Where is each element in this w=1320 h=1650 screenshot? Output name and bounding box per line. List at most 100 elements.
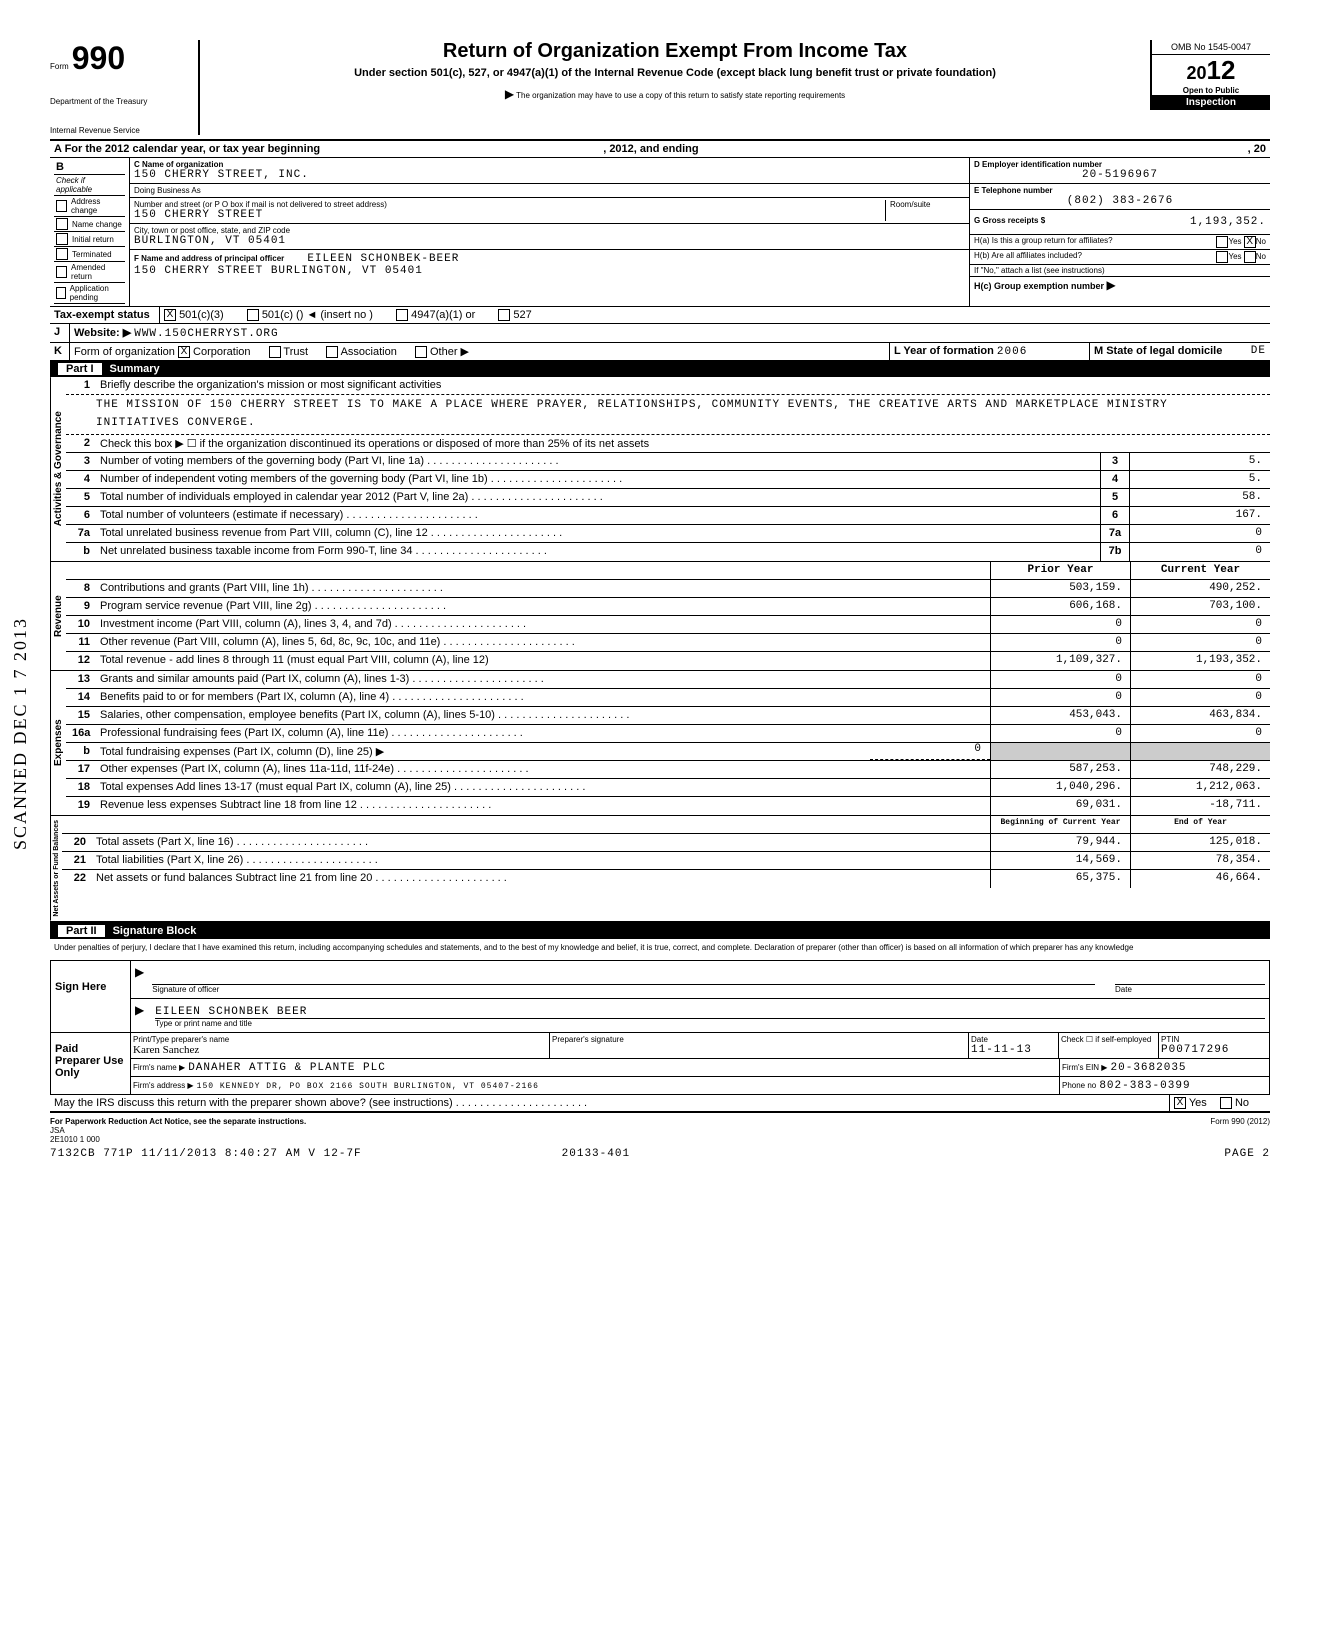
line7a-value: 0: [1130, 525, 1270, 542]
scanned-stamp: SCANNED DEC 1 7 2013: [10, 617, 31, 850]
gross-receipts-value: 1,193,352.: [1190, 216, 1266, 228]
tax-year: 20201212: [1152, 55, 1270, 86]
expenses-label: Expenses: [50, 671, 66, 815]
sign-here-label: Sign Here: [51, 961, 131, 1032]
line-a: A For the 2012 calendar year, or tax yea…: [50, 141, 1270, 157]
subtitle: Under section 501(c), 527, or 4947(a)(1)…: [220, 67, 1130, 79]
l20-current: 125,018.: [1130, 834, 1270, 851]
l16b-value: 0: [870, 743, 990, 760]
line7b-value: 0: [1130, 543, 1270, 561]
name-change-checkbox[interactable]: [56, 218, 68, 230]
officer-name: EILEEN SCHONBEK-BEER: [307, 253, 459, 265]
hb-label: H(b) Are all affiliates included?: [974, 251, 1082, 263]
l14-current: 0: [1130, 689, 1270, 706]
initial-return-checkbox[interactable]: [56, 233, 68, 245]
gross-receipts-label: G Gross receipts $: [974, 216, 1045, 228]
ein-value: 20-5196967: [974, 169, 1266, 181]
l14-prior: 0: [990, 689, 1130, 706]
jsa: JSA: [50, 1126, 1270, 1135]
ha-label: H(a) Is this a group return for affiliat…: [974, 236, 1113, 248]
discuss-yes-checkbox[interactable]: X: [1174, 1097, 1186, 1109]
terminated-checkbox[interactable]: [56, 248, 68, 260]
l9-prior: 606,168.: [990, 598, 1130, 615]
footer-stamp: 7132CB 771P 11/11/2013 8:40:27 AM V 12-7…: [50, 1148, 362, 1160]
jsa-code: 2E1010 1 000: [50, 1135, 1270, 1144]
page-num: PAGE 2: [1224, 1148, 1270, 1160]
eoy-header: End of Year: [1130, 816, 1270, 833]
l19-current: -18,711.: [1130, 797, 1270, 815]
netassets-label: Net Assets or Fund Balances: [50, 816, 62, 921]
l18-prior: 1,040,296.: [990, 779, 1130, 796]
l21-current: 78,354.: [1130, 852, 1270, 869]
pra-notice: For Paperwork Reduction Act Notice, see …: [50, 1117, 306, 1126]
current-year-header: Current Year: [1130, 562, 1270, 579]
org-name-label: C Name of organization: [134, 160, 965, 169]
l22-prior: 65,375.: [990, 870, 1130, 888]
form-number: 990: [72, 40, 125, 76]
l16a-prior: 0: [990, 725, 1130, 742]
l12-prior: 1,109,327.: [990, 652, 1130, 670]
ein-label: D Employer identification number: [974, 160, 1266, 169]
addr-change-checkbox[interactable]: [56, 200, 67, 212]
phone-value: (802) 383-2676: [974, 195, 1266, 207]
year-formation: 2006: [997, 346, 1027, 358]
website-value: WWW.150CHERRYST.ORG: [134, 328, 278, 340]
l10-current: 0: [1130, 616, 1270, 633]
line4-value: 5.: [1130, 471, 1270, 488]
l15-current: 463,834.: [1130, 707, 1270, 724]
corp-checkbox[interactable]: X: [178, 346, 190, 358]
officer-label: F Name and address of principal officer: [134, 254, 284, 263]
inspection: Inspection: [1152, 95, 1270, 110]
l11-current: 0: [1130, 634, 1270, 651]
revenue-label: Revenue: [50, 562, 66, 670]
main-title: Return of Organization Exempt From Incom…: [220, 40, 1130, 63]
governance-label: Activities & Governance: [50, 377, 66, 561]
sig-officer-label: Signature of officer: [152, 985, 1095, 994]
l17-current: 748,229.: [1130, 761, 1270, 778]
app-pending-checkbox[interactable]: [56, 287, 66, 299]
l22-current: 46,664.: [1130, 870, 1270, 888]
copy-note: The organization may have to use a copy …: [516, 91, 845, 100]
firm-name: DANAHER ATTIG & PLANTE PLC: [188, 1062, 386, 1074]
l13-current: 0: [1130, 671, 1270, 688]
part1-header: Part ISummary: [50, 361, 1270, 377]
room-label: Room/suite: [885, 200, 965, 221]
l13-prior: 0: [990, 671, 1130, 688]
sig-date-label: Date: [1115, 985, 1265, 994]
line5-value: 58.: [1130, 489, 1270, 506]
mission-text: THE MISSION OF 150 CHERRY STREET IS TO M…: [66, 395, 1270, 435]
perjury-text: Under penalties of perjury, I declare th…: [50, 939, 1270, 956]
paid-preparer-label: Paid Preparer Use Only: [51, 1033, 131, 1094]
l21-prior: 14,569.: [990, 852, 1130, 869]
street-address: 150 CHERRY STREET: [134, 209, 885, 221]
ptin-value: P00717296: [1161, 1044, 1267, 1056]
dept-treasury: Department of the Treasury: [50, 97, 178, 106]
form-ref: Form 990 (2012): [1210, 1117, 1270, 1126]
phone-label: E Telephone number: [974, 186, 1266, 195]
city-label: City, town or post office, state, and ZI…: [134, 226, 965, 235]
ha-no-checkbox[interactable]: X: [1244, 236, 1256, 248]
firm-ein: 20-3682035: [1111, 1062, 1187, 1074]
street-label: Number and street (or P O box if mail is…: [134, 200, 885, 209]
amended-checkbox[interactable]: [56, 266, 67, 278]
boy-header: Beginning of Current Year: [990, 816, 1130, 833]
part2-header: Part IISignature Block: [50, 923, 1270, 939]
signer-name: EILEEN SCHONBEK BEER: [155, 1006, 307, 1018]
l19-prior: 69,031.: [990, 797, 1130, 815]
l15-prior: 453,043.: [990, 707, 1130, 724]
form-header: Form 990 Department of the Treasury Inte…: [50, 40, 1270, 141]
501c3-checkbox[interactable]: X: [164, 309, 176, 321]
omb-number: OMB No 1545-0047: [1152, 40, 1270, 55]
l18-current: 1,212,063.: [1130, 779, 1270, 796]
open-public: Open to Public: [1152, 86, 1270, 95]
type-name-label: Type or print name and title: [155, 1018, 1265, 1028]
l20-prior: 79,944.: [990, 834, 1130, 851]
legal-domicile: DE: [1251, 345, 1266, 357]
h-note: If "No," attach a list (see instructions…: [970, 265, 1270, 277]
city-state-zip: BURLINGTON, VT 05401: [134, 235, 965, 247]
line3-value: 5.: [1130, 453, 1270, 470]
l9-current: 703,100.: [1130, 598, 1270, 615]
firm-address: 150 KENNEDY DR, PO BOX 2166 SOUTH BURLIN…: [197, 1082, 539, 1091]
prep-date: 11-11-13: [971, 1044, 1056, 1056]
dba-label: Doing Business As: [134, 186, 965, 195]
